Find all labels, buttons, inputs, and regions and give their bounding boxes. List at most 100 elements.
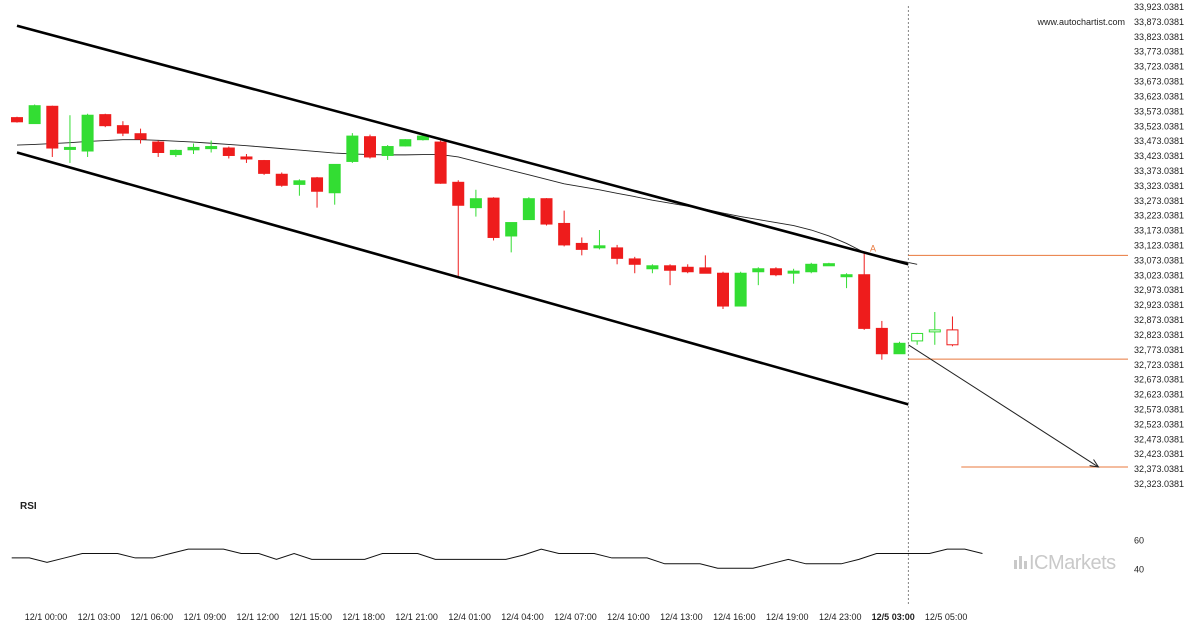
- time-tick-label: 12/4 10:00: [607, 612, 650, 622]
- candle: [222, 146, 235, 159]
- candle: [81, 113, 94, 157]
- price-tick-label: 32,873.0381: [1134, 315, 1184, 325]
- price-tick-label: 32,923.0381: [1134, 300, 1184, 310]
- time-tick-label: 12/1 06:00: [131, 612, 174, 622]
- candle: [699, 255, 712, 274]
- candle: [911, 332, 924, 345]
- time-tick-label: 12/4 19:00: [766, 612, 809, 622]
- candle-body: [116, 125, 129, 134]
- candle-body: [752, 268, 765, 273]
- projection-arrow-line: [908, 344, 1099, 468]
- time-axis: 12/1 00:00 12/1 03:00 12/1 06:00 12/1 09:00…: [25, 612, 968, 622]
- price-tick-label: 33,673.0381: [1134, 77, 1184, 87]
- candle-body: [364, 136, 376, 158]
- candle-body: [769, 268, 782, 276]
- candle-body: [240, 156, 253, 160]
- candle-body: [734, 272, 747, 307]
- time-tick-label: 12/4 23:00: [819, 612, 862, 622]
- candle-body: [205, 146, 218, 150]
- price-tick-label: 32,323.0381: [1134, 479, 1184, 489]
- candle: [787, 268, 800, 284]
- candle: [258, 159, 271, 175]
- candle-body: [540, 198, 553, 225]
- candle-body: [11, 117, 23, 123]
- candle: [99, 113, 112, 128]
- candle: [346, 133, 359, 163]
- candle: [469, 189, 482, 217]
- candle: [328, 163, 341, 205]
- candle-body: [575, 242, 588, 250]
- candle: [522, 197, 535, 221]
- candle: [311, 176, 324, 208]
- candle-body: [505, 222, 518, 237]
- price-tick-label: 32,473.0381: [1134, 434, 1184, 444]
- price-tick-label: 33,773.0381: [1134, 47, 1184, 57]
- price-tick-label: 32,773.0381: [1134, 345, 1184, 355]
- rsi-tick-label: 60: [1134, 535, 1144, 545]
- price-tick-label: 32,423.0381: [1134, 449, 1184, 459]
- price-tick-label: 32,673.0381: [1134, 375, 1184, 385]
- time-tick-label: 12/1 12:00: [237, 612, 280, 622]
- time-tick-label: 12/4 07:00: [554, 612, 597, 622]
- candle: [381, 145, 394, 160]
- candle-body: [416, 135, 429, 141]
- price-tick-label: 33,573.0381: [1134, 106, 1184, 116]
- candle: [505, 222, 518, 253]
- candles-layer: [11, 104, 959, 360]
- price-tick-label: 32,523.0381: [1134, 419, 1184, 429]
- rsi-tick-label: 40: [1134, 565, 1144, 575]
- candle-body: [646, 265, 659, 270]
- candle: [187, 143, 200, 154]
- price-tick-label: 33,723.0381: [1134, 62, 1184, 72]
- price-tick-label: 33,823.0381: [1134, 32, 1184, 42]
- time-tick-label: 12/1 18:00: [342, 612, 385, 622]
- candle: [717, 271, 729, 310]
- candle: [275, 172, 288, 187]
- rsi-label: RSI: [20, 501, 37, 512]
- rsi-panel: 60 40: [11, 535, 1144, 575]
- candle-body: [487, 197, 500, 238]
- price-tick-label: 33,373.0381: [1134, 166, 1184, 176]
- candle-body: [311, 177, 324, 192]
- time-tick-label: 12/4 01:00: [448, 612, 491, 622]
- candle: [734, 271, 747, 307]
- price-tick-label: 32,823.0381: [1134, 330, 1184, 340]
- price-tick-label: 33,873.0381: [1134, 17, 1184, 27]
- candle-body: [99, 114, 112, 127]
- candle-body: [152, 141, 165, 153]
- candle-body: [469, 198, 482, 209]
- candle-body: [28, 105, 41, 125]
- candle: [611, 244, 624, 265]
- time-tick-label: 12/4 16:00: [713, 612, 756, 622]
- price-tick-label: 32,973.0381: [1134, 285, 1184, 295]
- candle: [858, 252, 871, 330]
- projection-arrowhead: [1089, 459, 1100, 468]
- time-tick-label: 12/1 09:00: [184, 612, 227, 622]
- candle: [928, 311, 941, 345]
- candle-body: [805, 263, 818, 273]
- price-tick-label: 32,373.0381: [1134, 464, 1184, 474]
- moving-average-path: [16, 139, 918, 265]
- candle-body: [134, 133, 147, 140]
- candle: [134, 128, 147, 144]
- candle-body: [699, 267, 712, 274]
- candle-body: [452, 181, 465, 206]
- candle-body: [63, 146, 76, 150]
- candle-body: [928, 329, 941, 333]
- candle: [593, 230, 606, 250]
- candle-body: [611, 247, 624, 259]
- price-tick-label: 33,423.0381: [1134, 151, 1184, 161]
- candle-body: [346, 135, 359, 162]
- candle: [769, 267, 782, 277]
- candle-body: [875, 327, 888, 355]
- logo-mark-icon: [1014, 556, 1027, 569]
- candle: [646, 264, 659, 274]
- price-tick-label: 32,723.0381: [1134, 360, 1184, 370]
- price-tick-label: 33,173.0381: [1134, 226, 1184, 236]
- candle-body: [381, 146, 394, 156]
- time-tick-label: 12/4 04:00: [501, 612, 544, 622]
- time-tick-label: 12/1 00:00: [25, 612, 68, 622]
- candle: [805, 262, 818, 274]
- candle-body: [81, 114, 94, 152]
- candle: [875, 320, 888, 360]
